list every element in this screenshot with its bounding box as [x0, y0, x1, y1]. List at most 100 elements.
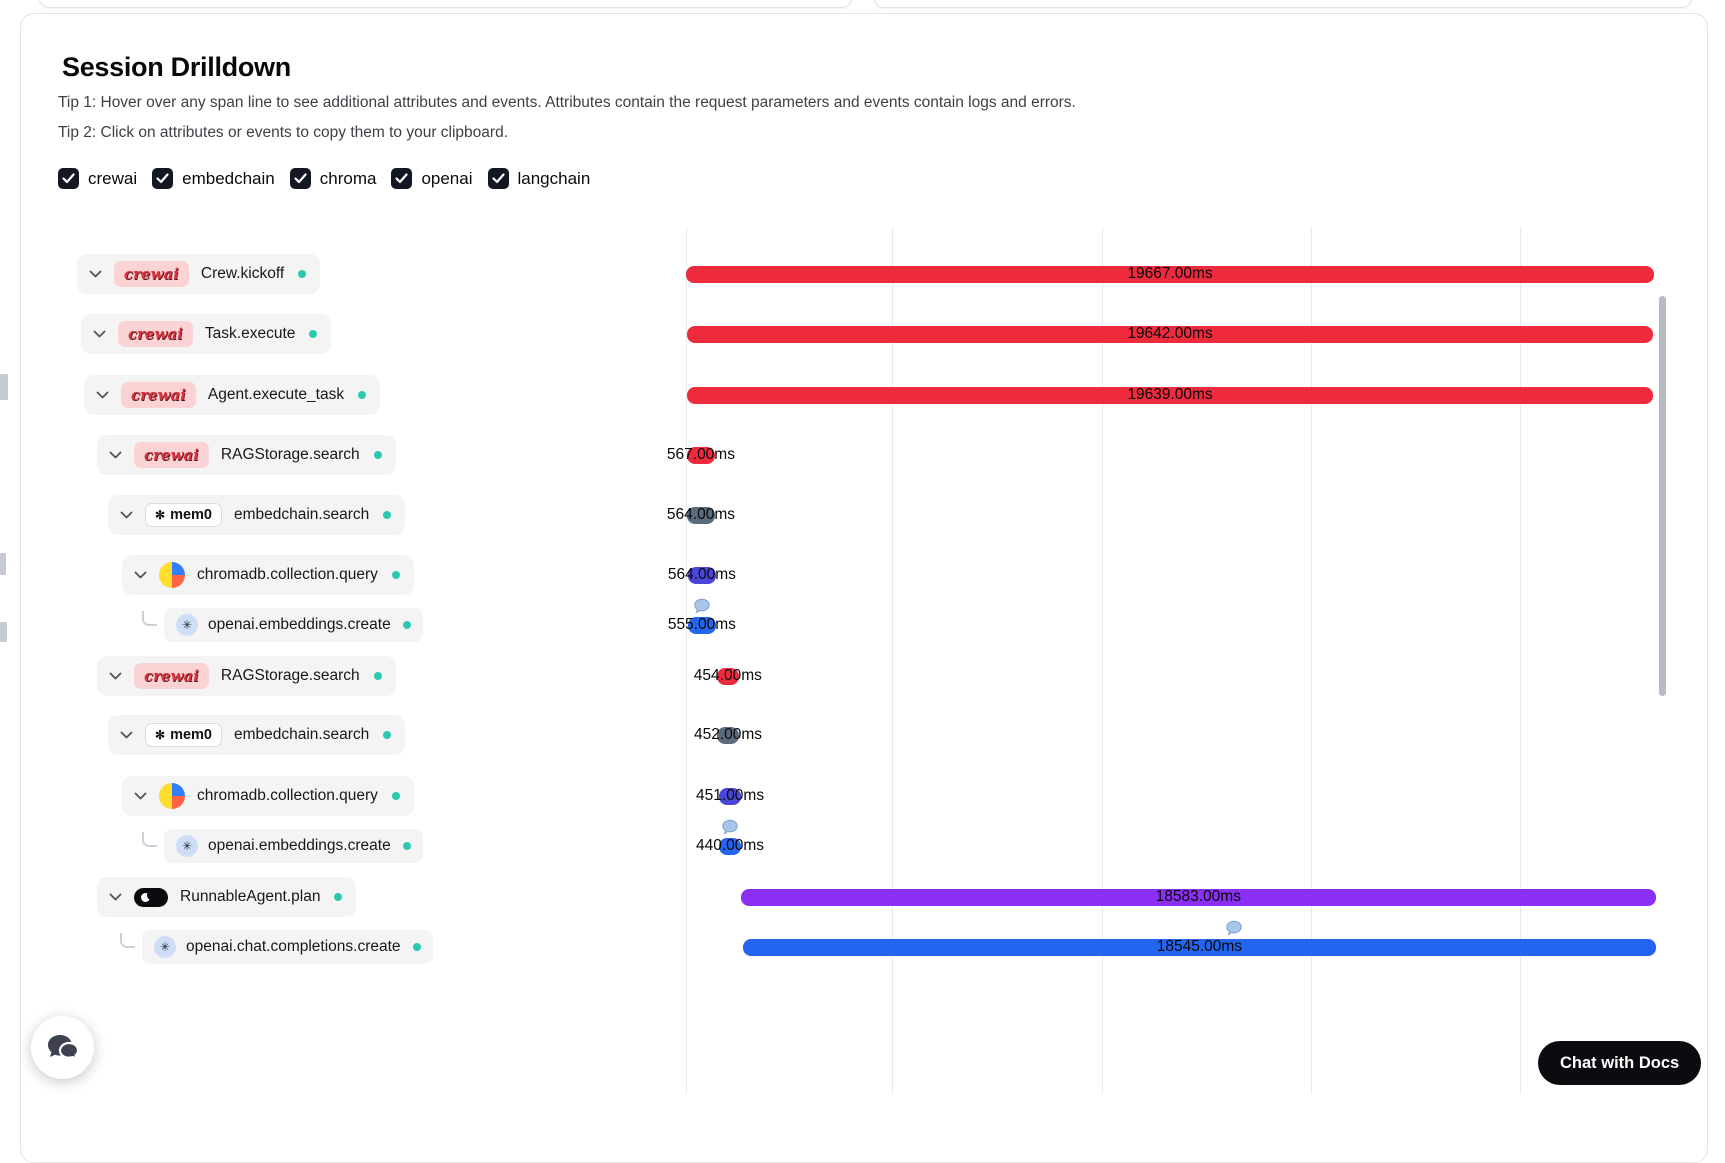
mem0-badge-label: mem0 — [170, 507, 212, 523]
gridline — [1520, 227, 1521, 1094]
mem0-badge: ✻ mem0 — [145, 723, 222, 747]
status-dot — [373, 451, 382, 459]
span-duration: 555.00ms — [667, 616, 736, 633]
page-title: Session Drilldown — [62, 52, 291, 82]
span-item[interactable]: chromadb.collection.query — [122, 776, 414, 816]
span-label: RAGStorage.search — [220, 667, 360, 684]
event-bubble-icon[interactable] — [1226, 920, 1243, 936]
span-item[interactable]: ✻ mem0 embedchain.search — [108, 715, 406, 755]
status-dot — [373, 672, 382, 680]
span-bar[interactable] — [718, 787, 742, 805]
span-bar[interactable] — [740, 888, 1656, 906]
chevron-down-icon[interactable] — [96, 391, 109, 399]
span-bar[interactable] — [686, 446, 715, 464]
chat-launcher-button[interactable] — [31, 1016, 94, 1079]
chat-bubbles-icon — [47, 1034, 79, 1061]
gridline — [892, 227, 893, 1094]
filter-label: openai — [421, 168, 473, 188]
filter-label: chroma — [319, 168, 377, 188]
chevron-down-icon[interactable] — [109, 672, 122, 680]
checkbox-openai[interactable] — [391, 168, 413, 189]
span-duration: 440.00ms — [695, 837, 765, 854]
gridline — [1102, 227, 1103, 1094]
filter-crewai[interactable]: crewai — [58, 168, 137, 189]
span-item[interactable]: ✳ openai.embeddings.create — [164, 829, 423, 863]
span-duration: 454.00ms — [693, 667, 762, 684]
checkbox-chroma[interactable] — [289, 168, 311, 189]
span-bar[interactable] — [686, 325, 1654, 343]
span-bar[interactable] — [687, 506, 715, 524]
span-bar[interactable] — [719, 837, 741, 855]
status-dot — [309, 330, 318, 338]
page-edge-artifact — [0, 622, 7, 642]
filter-label: embedchain — [182, 168, 275, 188]
span-item[interactable]: ✳ openai.embeddings.create — [164, 608, 423, 642]
span-bar[interactable] — [688, 616, 716, 634]
span-bar[interactable] — [688, 566, 716, 584]
event-bubble-icon[interactable] — [693, 598, 710, 614]
span-bar[interactable] — [742, 938, 1656, 956]
span-bar[interactable] — [716, 726, 740, 744]
tree-connector-icon — [142, 611, 157, 626]
span-duration: 452.00ms — [693, 726, 763, 743]
chevron-down-icon[interactable] — [89, 270, 102, 278]
chat-with-docs-button[interactable]: Chat with Docs — [1538, 1041, 1702, 1085]
event-bubble-icon[interactable] — [722, 819, 739, 835]
span-item[interactable]: crewai Agent.execute_task — [84, 375, 381, 415]
span-row: ✻ mem0 embedchain.search 564.00ms — [20, 495, 1708, 535]
top-card-right[interactable] — [874, 0, 1692, 8]
chevron-down-icon[interactable] — [109, 893, 122, 901]
filter-openai[interactable]: openai — [391, 168, 473, 189]
span-item[interactable]: crewai Task.execute — [81, 314, 332, 354]
chevron-down-icon[interactable] — [120, 511, 133, 519]
span-item[interactable]: chromadb.collection.query — [122, 555, 414, 595]
span-duration: 19642.00ms — [1127, 325, 1213, 342]
chevron-down-icon[interactable] — [120, 731, 133, 739]
top-card-left[interactable] — [39, 0, 852, 8]
span-duration: 451.00ms — [696, 787, 765, 804]
span-row: crewai RAGStorage.search 567.00ms — [20, 435, 1708, 475]
checkmark-icon — [491, 173, 505, 184]
status-dot — [391, 571, 400, 579]
checkmark-icon — [395, 173, 409, 184]
filter-embedchain[interactable]: embedchain — [152, 168, 275, 189]
span-label: Crew.kickoff — [200, 265, 285, 282]
span-item[interactable]: crewai RAGStorage.search — [97, 656, 396, 696]
gridline — [1311, 227, 1312, 1094]
span-label: chromadb.collection.query — [197, 566, 378, 583]
crewai-logo-badge: crewai — [114, 261, 189, 287]
checkmark-icon — [62, 173, 75, 184]
chevron-down-icon[interactable] — [93, 330, 106, 338]
span-item[interactable]: ✳ openai.chat.completions.create — [142, 930, 433, 964]
span-row: crewai Crew.kickoff 19667.00ms — [20, 254, 1708, 294]
span-item[interactable]: crewai RAGStorage.search — [97, 435, 396, 475]
checkbox-crewai[interactable] — [58, 168, 79, 189]
openai-icon: ✳ — [176, 614, 198, 636]
chevron-down-icon[interactable] — [134, 571, 147, 579]
span-item[interactable]: ✻ mem0 embedchain.search — [108, 495, 406, 535]
openai-icon: ✳ — [176, 835, 198, 857]
chevron-down-icon[interactable] — [109, 451, 122, 459]
checkbox-langchain[interactable] — [487, 168, 509, 189]
span-label: RAGStorage.search — [220, 446, 360, 463]
crewai-logo-badge: crewai — [134, 663, 209, 689]
crewai-logo-badge: crewai — [134, 442, 209, 468]
span-label: Agent.execute_task — [207, 386, 345, 403]
span-bar[interactable] — [686, 386, 1654, 404]
scrollbar-thumb[interactable] — [1659, 296, 1666, 696]
chroma-icon — [159, 562, 185, 588]
span-label: embedchain.search — [233, 506, 370, 523]
checkbox-embedchain[interactable] — [152, 168, 174, 189]
span-row: ✳ openai.embeddings.create 555.00ms — [20, 598, 1708, 645]
filter-chroma[interactable]: chroma — [289, 168, 377, 189]
mem0-badge: ✻ mem0 — [145, 503, 222, 527]
span-bar[interactable] — [686, 265, 1654, 283]
span-bar[interactable] — [716, 667, 739, 685]
filter-langchain[interactable]: langchain — [487, 168, 590, 189]
status-dot — [402, 842, 411, 850]
chevron-down-icon[interactable] — [134, 792, 147, 800]
span-item[interactable]: RunnableAgent.plan — [97, 877, 357, 917]
span-item[interactable]: crewai Crew.kickoff — [77, 254, 321, 294]
filter-label: crewai — [88, 168, 138, 188]
span-duration: 18545.00ms — [1156, 938, 1243, 955]
